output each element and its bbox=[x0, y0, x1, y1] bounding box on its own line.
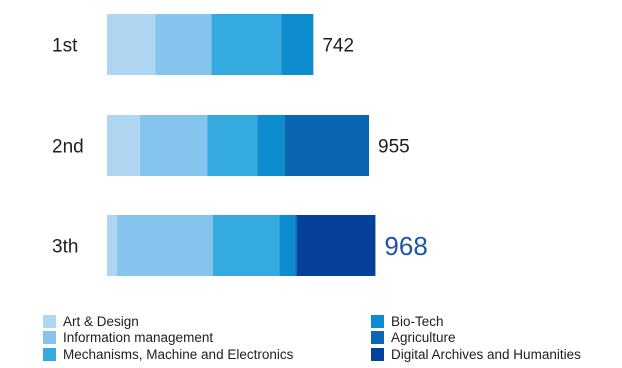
legend-swatch bbox=[43, 331, 56, 345]
category-label: 2nd bbox=[52, 137, 84, 158]
legend-label: Information management bbox=[63, 330, 214, 346]
total-label: 968 bbox=[384, 231, 427, 261]
legend-swatch bbox=[371, 314, 384, 328]
bar-segment-mechanisms-machine-and-electronics bbox=[207, 115, 258, 176]
legend: Art & Design Information management Mech… bbox=[0, 313, 622, 368]
bar-segment-bio-tech bbox=[281, 14, 314, 75]
legend-item-art-design: Art & Design bbox=[43, 313, 293, 330]
legend-swatch bbox=[43, 314, 56, 328]
category-label: 1st bbox=[52, 36, 78, 57]
legend-swatch bbox=[371, 347, 384, 361]
legend-item-information-management: Information management bbox=[43, 330, 293, 347]
category-label: 3th bbox=[52, 237, 78, 258]
bar-row-1st: 1st 742 bbox=[52, 14, 354, 75]
legend-item-mechanisms: Mechanisms, Machine and Electronics bbox=[43, 346, 293, 363]
legend-label: Bio-Tech bbox=[391, 313, 444, 329]
bar-segment-agriculture bbox=[284, 115, 370, 176]
legend-label: Mechanisms, Machine and Electronics bbox=[63, 346, 294, 362]
legend-label: Art & Design bbox=[63, 313, 139, 329]
legend-label: Agriculture bbox=[391, 330, 456, 346]
bar-segment-agriculture bbox=[295, 215, 297, 276]
bar-row-3th: 3th 968 bbox=[52, 215, 428, 276]
legend-item-bio-tech: Bio-Tech bbox=[371, 313, 581, 330]
total-label: 955 bbox=[378, 136, 410, 157]
bar-segment-information-management bbox=[139, 115, 208, 176]
bar-row-2nd: 2nd 955 bbox=[52, 115, 410, 176]
legend-swatch bbox=[371, 331, 384, 345]
bar-segment-bio-tech bbox=[279, 215, 296, 276]
legend-label: Digital Archives and Humanities bbox=[391, 346, 581, 362]
bar-segment-mechanisms-machine-and-electronics bbox=[212, 215, 280, 276]
legend-column-left: Art & Design Information management Mech… bbox=[43, 313, 293, 363]
bar-segment-mechanisms-machine-and-electronics bbox=[211, 14, 282, 75]
bar-segment-art-design bbox=[107, 115, 140, 176]
bar-segment-art-design bbox=[107, 14, 156, 75]
bar-segment-digital-archives-and-humanities bbox=[296, 215, 376, 276]
bar-segment-art-design bbox=[107, 215, 118, 276]
legend-swatch bbox=[43, 347, 56, 361]
legend-column-right: Bio-Tech Agriculture Digital Archives an… bbox=[371, 313, 581, 363]
bar-segment-bio-tech bbox=[257, 115, 285, 176]
total-label: 742 bbox=[322, 35, 354, 56]
bar-segment-information-management bbox=[155, 14, 212, 75]
legend-item-agriculture: Agriculture bbox=[371, 330, 581, 347]
bar-segment-information-management bbox=[117, 215, 213, 276]
legend-item-digital-archives: Digital Archives and Humanities bbox=[371, 346, 581, 363]
chart-svg: 1st 742 2nd 955 3th 968 bbox=[52, 14, 428, 276]
